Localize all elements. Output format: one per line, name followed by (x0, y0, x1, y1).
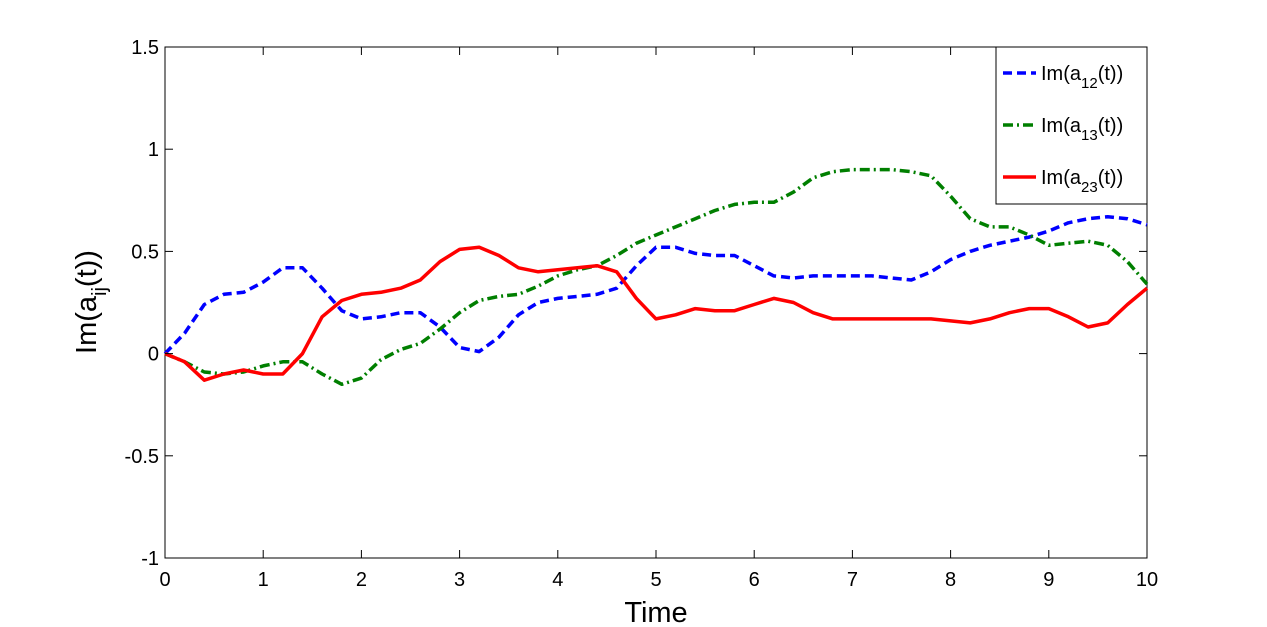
y-tick-label: 0 (148, 344, 159, 366)
axes: 0 1 2 3 4 5 6 7 8 9 10 -1 -0.5 0 0.5 1 1.5 (125, 37, 1159, 591)
x-tick-label: 7 (847, 569, 858, 591)
legend: Im(a12(t)) Im(a13(t)) Im(a23(t)) (995, 46, 1148, 205)
x-tick-label: 6 (749, 569, 760, 591)
series-line-3 (164, 245, 1149, 382)
y-axis-label: Im(aij(t)) (71, 250, 111, 354)
legend-label-2: Im(a13(t)) (1041, 115, 1123, 144)
y-tick-label: 1 (148, 139, 159, 161)
series-lines (163, 167, 1149, 387)
y-tick-label: -1 (141, 548, 159, 570)
y-axis-label-base: Im(a (71, 295, 103, 354)
y-tick-label: 0.5 (131, 241, 159, 263)
y-axis-label-tail: (t)) (71, 250, 103, 287)
legend-label-3: Im(a23(t)) (1041, 167, 1123, 196)
y-tick-label: 1.5 (131, 37, 159, 59)
legend-label-1: Im(a12(t)) (1041, 63, 1123, 92)
x-tick-label: 4 (552, 569, 563, 591)
x-tick-label: 0 (159, 569, 170, 591)
x-tick-label: 1 (258, 569, 269, 591)
y-tick-label: -0.5 (125, 446, 159, 468)
series-line-2 (164, 167, 1149, 387)
x-tick-label: 8 (945, 569, 956, 591)
x-tick-label: 2 (356, 569, 367, 591)
series-line-1 (163, 214, 1148, 355)
plot-area (164, 46, 1148, 559)
x-tick-label: 9 (1043, 569, 1054, 591)
x-axis-label: Time (624, 597, 687, 627)
x-tick-label: 10 (1136, 569, 1158, 591)
x-tick-label: 5 (650, 569, 661, 591)
x-tick-label: 3 (454, 569, 465, 591)
y-axis-label-sub: ij (89, 287, 111, 296)
